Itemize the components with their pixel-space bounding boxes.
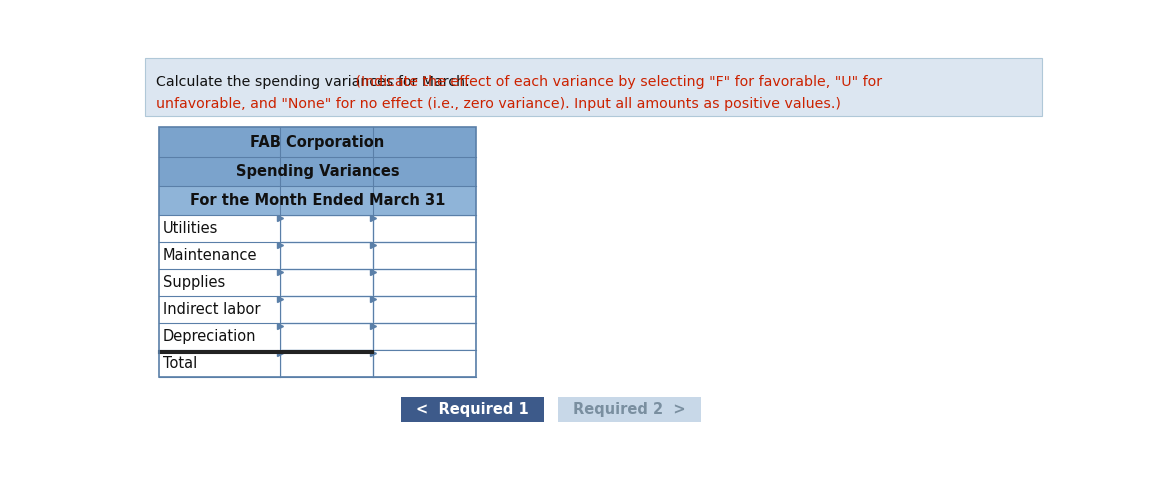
Bar — [375, 351, 475, 376]
Bar — [281, 351, 372, 376]
Bar — [159, 323, 476, 350]
Bar — [159, 242, 476, 269]
Bar — [281, 298, 372, 322]
Text: Indirect labor: Indirect labor — [162, 302, 261, 317]
Text: Required 2  >: Required 2 > — [573, 402, 686, 417]
Bar — [280, 350, 476, 377]
Bar — [159, 269, 476, 296]
Text: Utilities: Utilities — [162, 221, 218, 236]
Bar — [558, 397, 702, 422]
Bar — [159, 296, 476, 323]
Bar — [159, 215, 476, 242]
Text: unfavorable, and "None" for no effect (i.e., zero variance). Input all amounts a: unfavorable, and "None" for no effect (i… — [155, 97, 841, 110]
Bar — [281, 243, 372, 268]
Text: (Indicate the effect of each variance by selecting "F" for favorable, "U" for: (Indicate the effect of each variance by… — [351, 75, 881, 89]
Text: Depreciation: Depreciation — [162, 329, 256, 344]
Bar — [281, 271, 372, 295]
Text: Supplies: Supplies — [162, 275, 225, 290]
Bar — [159, 127, 476, 377]
Text: For the Month Ended March 31: For the Month Ended March 31 — [190, 193, 446, 208]
Bar — [375, 298, 475, 322]
Bar — [159, 127, 476, 157]
Bar — [375, 217, 475, 242]
Text: Total: Total — [162, 356, 197, 371]
Bar — [280, 215, 476, 242]
Bar — [401, 397, 544, 422]
Bar — [281, 324, 372, 349]
Text: Spending Variances: Spending Variances — [236, 164, 400, 179]
Bar — [375, 271, 475, 295]
Bar — [280, 323, 476, 350]
Text: <  Required 1: < Required 1 — [416, 402, 528, 417]
Bar — [280, 242, 476, 269]
Bar — [280, 296, 476, 323]
Bar — [145, 58, 1042, 116]
Bar — [159, 186, 476, 215]
Bar — [375, 324, 475, 349]
Bar — [375, 243, 475, 268]
Text: FAB Corporation: FAB Corporation — [250, 135, 384, 150]
Bar — [281, 217, 372, 242]
Bar — [159, 157, 476, 186]
Bar — [159, 350, 476, 377]
Text: Calculate the spending variances for March.: Calculate the spending variances for Mar… — [155, 75, 469, 89]
Bar — [280, 269, 476, 296]
Text: Maintenance: Maintenance — [162, 248, 257, 263]
